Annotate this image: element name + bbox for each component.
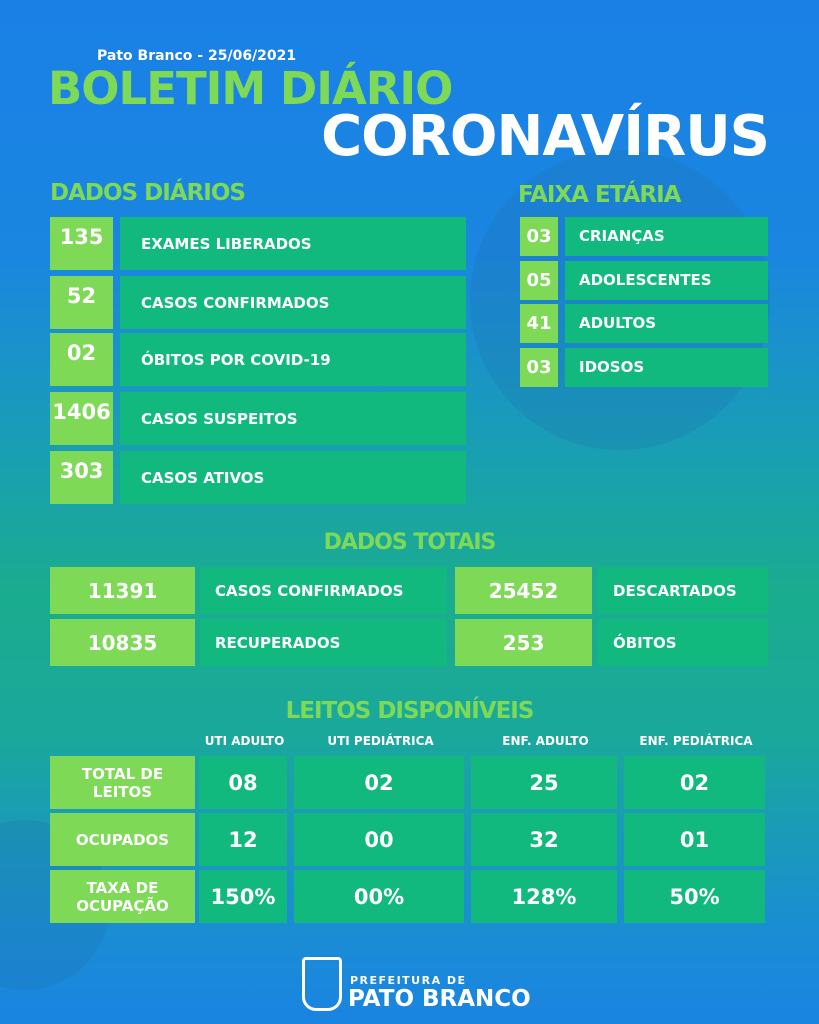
total-value: 10835 [50,619,195,666]
total-label: ÓBITOS [598,619,768,666]
beds-value: 128% [471,870,617,923]
beds-row-label: TOTAL DE LEITOS [50,756,195,809]
total-label: RECUPERADOS [200,619,447,666]
beds-value: 50% [624,870,765,923]
beds-value: 12 [199,813,287,866]
age-value: 41 [520,304,558,343]
daily-value: 1406 [50,392,113,445]
coat-of-arms-logo [302,957,342,1011]
age-label: IDOSOS [565,348,768,387]
beds-row-label: TAXA DE OCUPAÇÃO [50,870,195,923]
age-title: FAIXA ETÁRIA [518,182,681,208]
beds-value: 32 [471,813,617,866]
age-label: CRIANÇAS [565,217,768,256]
beds-value: 150% [199,870,287,923]
beds-value: 08 [199,756,287,809]
daily-value: 135 [50,217,113,270]
age-label: ADULTOS [565,304,768,343]
beds-title: LEITOS DISPONÍVEIS [285,698,535,724]
total-value: 11391 [50,567,195,614]
total-value: 25452 [455,567,592,614]
age-value: 03 [520,217,558,256]
daily-label: ÓBITOS POR COVID-19 [120,333,466,386]
beds-value: 00% [294,870,464,923]
title-boletim: BOLETIM DIÁRIO [48,62,453,115]
beds-value: 01 [624,813,765,866]
footer-line1: PREFEITURA DE [350,974,467,987]
subtitle: Pato Branco - 25/06/2021 [97,48,297,64]
daily-value: 02 [50,333,113,386]
footer-line2: PATO BRANCO [348,986,531,1012]
beds-value: 02 [624,756,765,809]
age-value: 03 [520,348,558,387]
beds-row-label: OCUPADOS [50,813,195,866]
daily-label: CASOS SUSPEITOS [120,392,466,445]
beds-value: 00 [294,813,464,866]
beds-value: 02 [294,756,464,809]
daily-value: 303 [50,451,113,504]
virus-decoration [470,150,770,450]
total-label: CASOS CONFIRMADOS [200,567,447,614]
beds-value: 25 [471,756,617,809]
daily-value: 52 [50,276,113,329]
beds-column-header: UTI PEDIÁTRICA [327,734,434,748]
daily-label: CASOS CONFIRMADOS [120,276,466,329]
daily-label: EXAMES LIBERADOS [120,217,466,270]
beds-column-header: UTI ADULTO [204,734,285,748]
beds-column-header: ENF. ADULTO [502,734,589,748]
total-value: 253 [455,619,592,666]
totals-title: DADOS TOTAIS [323,530,497,555]
total-label: DESCARTADOS [598,567,768,614]
age-label: ADOLESCENTES [565,261,768,300]
age-value: 05 [520,261,558,300]
beds-column-header: ENF. PEDIÁTRICA [639,734,753,748]
title-coronavirus: CORONAVÍRUS [321,104,770,169]
daily-label: CASOS ATIVOS [120,451,466,504]
daily-title: DADOS DIÁRIOS [50,180,246,206]
